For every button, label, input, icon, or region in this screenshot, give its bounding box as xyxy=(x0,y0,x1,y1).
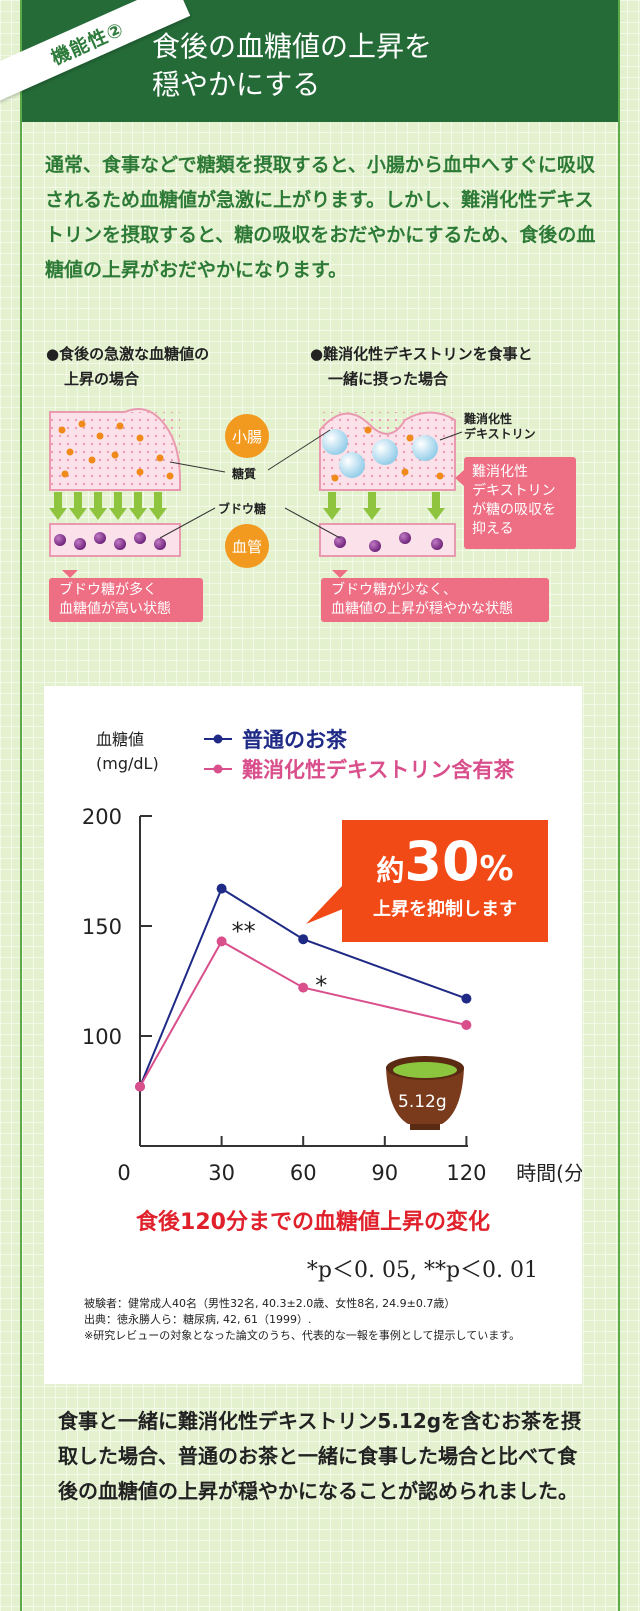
intro-text: 通常、食事などで糖類を摂取すると、小腸から血中へすぐに吸収されるため血糖値が急激… xyxy=(45,154,596,281)
dextrin-label: 難消化性 デキストリン xyxy=(464,412,536,442)
x-tick-label: 120 xyxy=(446,1161,486,1185)
right-caption: ●難消化性デキストリンを食事と 一緒に摂った場合 xyxy=(310,342,533,392)
suppression-callout: 約30% 上昇を抑制します xyxy=(342,820,548,942)
data-point xyxy=(461,993,472,1004)
callout-headline: 約30% xyxy=(342,830,548,893)
chart-footnotes: 被験者：健常成人40名（男性32名, 40.3±2.0歳、女性8名, 24.9±… xyxy=(84,1296,554,1344)
footnote-note: ※研究レビューの対象となった論文のうち、代表的な一報を事例として提示しています。 xyxy=(84,1329,521,1342)
absorption-arrows xyxy=(49,492,445,520)
legend-marker-dextrin xyxy=(204,764,232,774)
legend-item-dextrin-tea: 難消化性デキストリン含有茶 xyxy=(202,754,514,784)
x-tick-label: 30 xyxy=(208,1161,235,1185)
dextrin-bubble-1 xyxy=(322,429,348,455)
left-state-box: ブドウ糖が多く 血糖値が高い状態 xyxy=(49,578,203,622)
right-border xyxy=(618,0,620,1611)
dextrin-bubble-2 xyxy=(339,452,365,478)
intestine-label: 小腸 xyxy=(225,414,269,458)
dextrin-box-line-3: が糖の吸収を xyxy=(472,502,556,518)
legend-item-regular-tea: 普通のお茶 xyxy=(202,724,347,754)
data-point xyxy=(216,936,227,947)
right-caption-line-1: ●難消化性デキストリンを食事と xyxy=(310,345,533,363)
series-line-0 xyxy=(139,887,467,1087)
left-border xyxy=(20,0,22,1611)
data-point xyxy=(135,1081,145,1092)
data-point xyxy=(461,1020,472,1030)
section-title: 食後の血糖値の上昇を 穏やかにする xyxy=(152,28,592,104)
significance-marker: ** xyxy=(232,917,256,945)
legend-label-regular: 普通のお茶 xyxy=(242,728,347,752)
badge-label: 機能性② xyxy=(47,17,128,70)
dextrin-box-line-4: 抑える xyxy=(472,521,514,537)
x-tick-label: 0 xyxy=(117,1161,130,1185)
series-line-1 xyxy=(139,940,467,1088)
tea-cup-label: 5.12g xyxy=(398,1092,447,1112)
callout-subtext: 上昇を抑制します xyxy=(373,899,517,920)
left-state-pointer xyxy=(62,570,78,578)
x-tick-label: 90 xyxy=(371,1161,398,1185)
leader-lines xyxy=(159,429,463,539)
glucose-label: ブドウ糖 xyxy=(218,502,267,516)
left-caption-line-1: ●食後の急激な血糖値の xyxy=(46,345,210,363)
y-axis-label: 血糖値 (mg/dL) xyxy=(96,728,159,776)
y-axis-label-line-2: (mg/dL) xyxy=(96,754,159,773)
chart-panel: 血糖値 (mg/dL) 普通のお茶 難消化性デキストリン含有茶 200 150 10… xyxy=(44,686,582,1384)
sugar-particles xyxy=(58,420,444,482)
callout-prefix: 約 xyxy=(376,854,405,887)
dextrin-box-pointer xyxy=(455,470,464,486)
vessel-label: 血管 xyxy=(225,524,269,568)
left-state-line-2: 血糖値が高い状態 xyxy=(59,601,171,617)
significance-marker: * xyxy=(315,972,327,1000)
diagram-illustration xyxy=(49,408,464,578)
right-state-line-2: 血糖値の上昇が穏やかな状態 xyxy=(331,601,513,617)
significance-note: *p＜0. 05, **p＜0. 01 xyxy=(306,1258,538,1283)
section-header: 機能性② 食後の血糖値の上昇を 穏やかにする xyxy=(0,0,618,122)
left-state-line-1: ブドウ糖が多く xyxy=(59,582,157,598)
dextrin-box-line-1: 難消化性 xyxy=(472,464,528,480)
chart-title: 食後120分までの血糖値上昇の変化 xyxy=(136,1210,490,1235)
callout-unit: % xyxy=(479,849,514,889)
sugar-label: 糖質 xyxy=(232,467,257,481)
left-caption: ●食後の急激な血糖値の 上昇の場合 xyxy=(46,342,209,392)
callout-number: 30 xyxy=(404,830,480,893)
legend-label-dextrin: 難消化性デキストリン含有茶 xyxy=(242,758,515,782)
data-point xyxy=(216,883,227,894)
data-point xyxy=(298,982,309,993)
right-state-pointer xyxy=(332,570,348,578)
title-line-2: 穏やかにする xyxy=(152,68,321,101)
y-axis-label-line-1: 血糖値 xyxy=(96,730,145,749)
y-tick-label: 100 xyxy=(82,1025,122,1049)
right-intestine xyxy=(319,411,456,491)
dextrin-effect-box: 難消化性 デキストリン が糖の吸収を 抑える xyxy=(464,457,576,549)
legend-marker-regular xyxy=(204,734,232,744)
dextrin-label-line-1: 難消化性 xyxy=(464,412,513,426)
footnote-subjects: 被験者：健常成人40名（男性32名, 40.3±2.0歳、女性8名, 24.9±… xyxy=(84,1297,456,1310)
right-state-box: ブドウ糖が少なく、 血糖値の上昇が穏やかな状態 xyxy=(321,578,549,622)
dextrin-label-line-2: デキストリン xyxy=(464,427,536,441)
right-caption-line-2: 一緒に摂った場合 xyxy=(328,370,449,388)
tea-cup-icon xyxy=(386,1056,464,1130)
dextrin-box-line-2: デキストリン xyxy=(472,483,556,499)
conclusion-text: 食事と一緒に難消化性デキストリン5.12gを含むお茶を摂取した場合、普通のお茶と… xyxy=(58,1409,582,1503)
glucose-particles xyxy=(54,532,443,552)
x-axis-label: 時間(分) xyxy=(516,1161,582,1185)
x-tick-label: 60 xyxy=(290,1161,317,1185)
footnote-source: 出典：徳永勝人ら：糖尿病, 42, 61（1999）. xyxy=(84,1313,312,1326)
y-tick-label: 150 xyxy=(82,915,122,939)
title-line-1: 食後の血糖値の上昇を xyxy=(152,30,433,63)
dextrin-bubble-4 xyxy=(412,435,438,461)
right-state-line-1: ブドウ糖が少なく、 xyxy=(331,582,457,598)
data-point xyxy=(298,934,309,945)
left-caption-line-2: 上昇の場合 xyxy=(64,370,140,388)
y-tick-label: 200 xyxy=(82,805,122,829)
callout-pointer xyxy=(306,886,350,924)
dextrin-bubble-3 xyxy=(372,439,398,465)
